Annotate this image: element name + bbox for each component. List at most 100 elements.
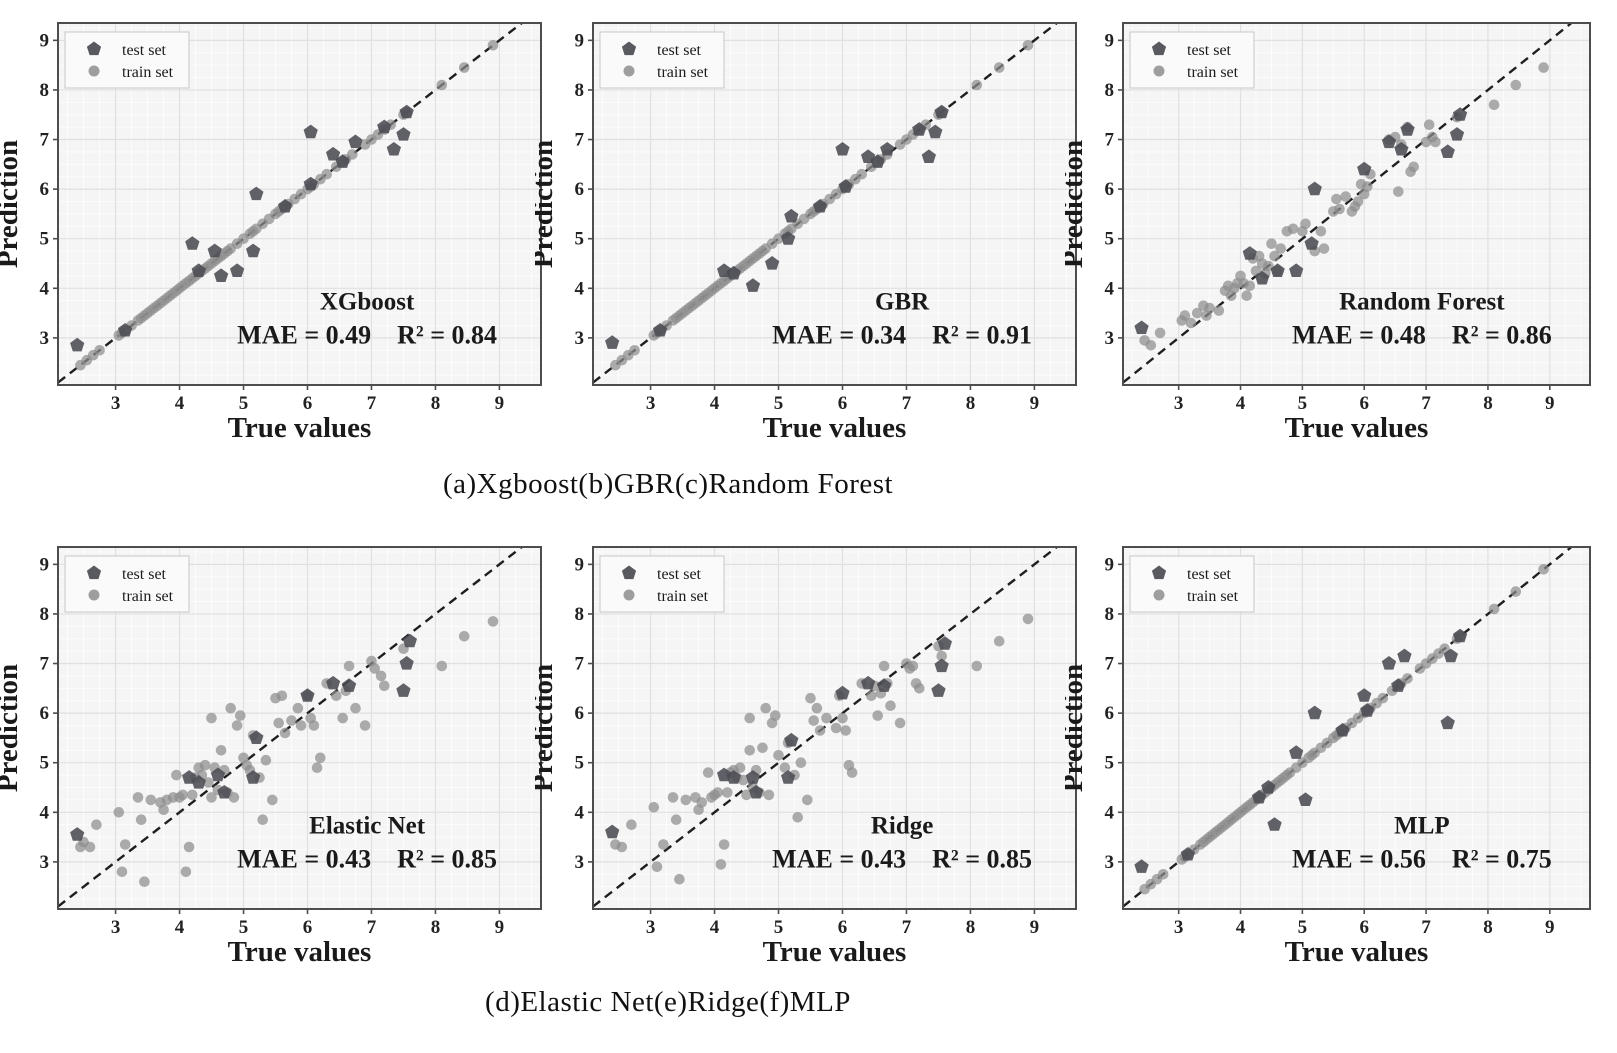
- y-tick-label: 7: [40, 654, 50, 675]
- test-point: [1440, 715, 1455, 730]
- train-point: [846, 767, 858, 778]
- test-point: [1449, 127, 1465, 141]
- stats-text: MAE = 0.43 R² = 0.85: [237, 845, 497, 874]
- test-point: [1307, 181, 1322, 196]
- x-tick-label: 9: [1030, 917, 1040, 938]
- train-point: [696, 797, 708, 808]
- train-point: [658, 839, 669, 850]
- train-point: [331, 690, 342, 702]
- test-point: [1298, 792, 1313, 806]
- x-tick-label: 5: [774, 917, 784, 938]
- test-point: [191, 775, 206, 789]
- test-point: [726, 770, 741, 784]
- test-point: [396, 683, 411, 697]
- test-point: [880, 142, 895, 156]
- train-point: [744, 712, 755, 724]
- model-name: Elastic Net: [309, 813, 426, 840]
- test-point: [1289, 263, 1304, 277]
- train-point: [135, 814, 147, 825]
- test-point: [249, 186, 264, 201]
- train-point: [199, 759, 211, 771]
- test-point: [912, 122, 927, 136]
- test-point: [1394, 142, 1409, 156]
- train-point: [792, 812, 803, 823]
- train-point: [760, 702, 771, 714]
- train-point: [228, 792, 240, 803]
- train-point: [840, 725, 851, 736]
- x-tick-label: 6: [838, 917, 848, 938]
- train-point: [1022, 40, 1034, 51]
- legend-box: [599, 555, 725, 613]
- subplot-e-ridge: 3 3 4 4 5 5 6 6 7 7 8 8 9 9 True values Prediction test …: [535, 524, 1087, 984]
- x-tick-label: 7: [367, 393, 377, 414]
- model-name: Random Forest: [1339, 289, 1505, 316]
- y-axis-label: Prediction: [535, 664, 559, 792]
- y-tick-label: 5: [1105, 753, 1115, 774]
- train-point: [177, 789, 188, 801]
- train-point: [680, 794, 692, 806]
- y-tick-label: 4: [575, 278, 585, 299]
- test-point: [931, 683, 946, 697]
- y-tick-label: 6: [575, 179, 585, 200]
- y-tick-label: 7: [1105, 130, 1115, 151]
- train-point: [667, 792, 679, 803]
- train-point: [379, 680, 390, 692]
- train-point: [119, 839, 131, 850]
- y-tick-label: 4: [40, 802, 50, 823]
- train-point: [91, 819, 102, 830]
- train-point: [821, 712, 832, 724]
- train-point: [1300, 218, 1311, 230]
- y-tick-label: 5: [575, 753, 585, 774]
- caption-row-2: (d)Elastic Net(e)Ridge(f)MLP: [485, 986, 851, 1018]
- test-point: [1453, 107, 1468, 121]
- legend-test-label: test set: [657, 42, 702, 59]
- train-point: [1362, 181, 1373, 192]
- model-name: XGboost: [320, 289, 415, 316]
- train-point: [805, 692, 816, 704]
- test-point: [335, 154, 350, 168]
- x-tick-label: 3: [111, 917, 121, 938]
- plot-frame: [592, 22, 1077, 386]
- x-tick-label: 6: [303, 393, 313, 414]
- test-point: [396, 127, 411, 141]
- plot-frame: [1122, 546, 1591, 910]
- y-tick-label: 7: [1105, 654, 1115, 675]
- y-tick-label: 4: [575, 802, 585, 823]
- x-tick-label: 9: [1030, 393, 1040, 414]
- train-point: [436, 79, 448, 91]
- train-point: [158, 804, 169, 816]
- train-point: [914, 683, 925, 694]
- y-axis-label: Prediction: [535, 140, 559, 268]
- test-point: [326, 675, 341, 690]
- y-axis-label: Prediction: [0, 140, 24, 268]
- test-point: [934, 104, 949, 119]
- test-point: [749, 785, 764, 799]
- chart-f: 3 3 4 4 5 5 6 6 7 7 8 8 9 9 True values Prediction test …: [1065, 546, 1591, 968]
- x-tick-label: 6: [838, 393, 848, 414]
- train-point: [203, 777, 214, 788]
- train-point: [183, 841, 195, 853]
- train-point: [215, 745, 227, 756]
- y-tick-label: 6: [575, 703, 585, 724]
- test-point: [1443, 648, 1458, 663]
- train-point: [273, 717, 285, 729]
- test-point: [745, 770, 761, 784]
- x-tick-label: 7: [1421, 393, 1431, 414]
- x-tick-label: 3: [111, 393, 121, 414]
- train-point: [1408, 161, 1419, 173]
- test-point: [217, 785, 232, 799]
- test-point: [70, 337, 85, 352]
- legend-box: [64, 555, 190, 613]
- test-point: [653, 323, 668, 337]
- train-point: [458, 62, 470, 73]
- x-tick-label: 3: [1174, 393, 1184, 414]
- test-point: [1453, 628, 1468, 643]
- train-point: [343, 660, 355, 672]
- test-point: [246, 770, 261, 784]
- test-point: [1381, 134, 1397, 149]
- y-tick-label: 6: [40, 703, 50, 724]
- test-point: [278, 199, 293, 213]
- x-tick-label: 4: [710, 917, 720, 938]
- y-tick-label: 9: [40, 554, 50, 575]
- train-point: [830, 722, 842, 734]
